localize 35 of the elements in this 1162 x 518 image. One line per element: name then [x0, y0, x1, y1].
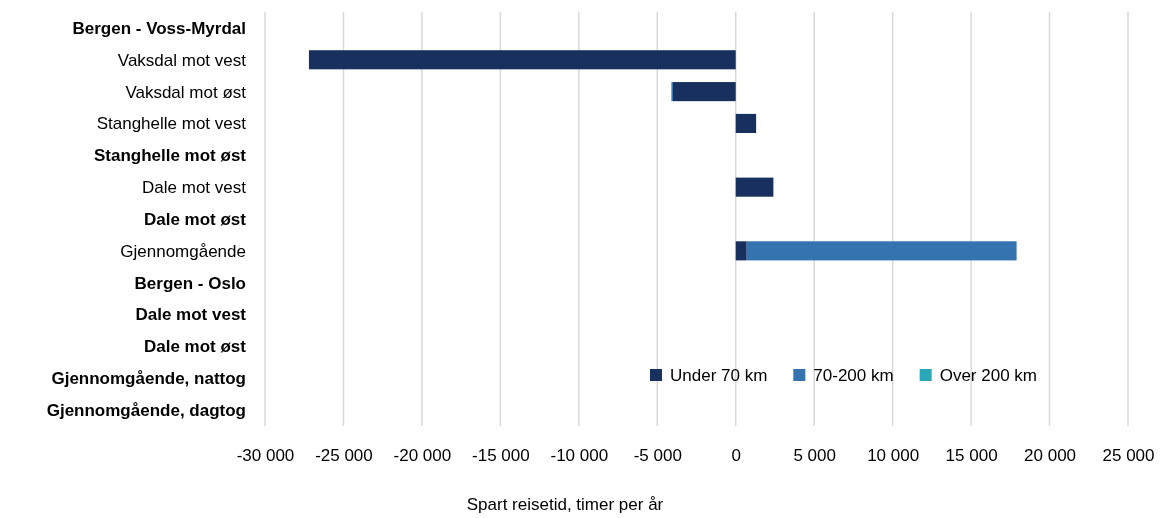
y-tick-label: Gjennomgående, nattog: [51, 369, 246, 389]
y-tick-label: Gjennomgående, dagtog: [46, 401, 246, 421]
x-tick-label: -30 000: [236, 446, 295, 466]
y-tick-label: Dale mot vest: [135, 305, 247, 325]
x-axis-title: Spart reisetid, timer per år: [466, 495, 664, 514]
legend-label: Under 70 km: [670, 365, 768, 385]
x-tick-label: 15 000: [945, 446, 998, 466]
x-tick-label: 10 000: [867, 446, 920, 466]
x-tick-label: 25 000: [1102, 446, 1155, 466]
bar: [672, 82, 736, 102]
legend-label: Over 200 km: [939, 365, 1037, 385]
x-tick-label: -25 000: [315, 446, 373, 466]
bar: [308, 50, 736, 70]
y-tick-label: Dale mot øst: [143, 209, 247, 229]
x-tick-label: 0: [731, 446, 741, 466]
y-tick-label: Dale mot vest: [142, 178, 247, 198]
y-tick-label: Vaksdal mot øst: [125, 82, 247, 102]
y-tick-label: Gjennomgående: [120, 241, 246, 261]
x-tick-label: -20 000: [393, 446, 452, 466]
x-tick-label: -10 000: [550, 446, 609, 466]
x-tick-label: 20 000: [1024, 446, 1077, 466]
x-tick-label: -5 000: [633, 446, 682, 466]
legend-label: 70-200 km: [813, 365, 894, 385]
bar: [735, 241, 747, 261]
y-tick-label: Bergen - Voss-Myrdal: [72, 18, 246, 38]
x-tick-label: -15 000: [472, 446, 530, 466]
y-tick-label: Dale mot øst: [143, 337, 247, 357]
bar: [746, 241, 1017, 261]
y-tick-label: Vaksdal mot vest: [117, 50, 247, 70]
x-tick-label: 5 000: [793, 446, 836, 466]
y-tick-label: Stanghelle mot vest: [96, 114, 247, 134]
bar: [735, 113, 757, 134]
y-tick-label: Bergen - Oslo: [134, 273, 246, 293]
bar: [735, 177, 774, 197]
y-tick-label: Stanghelle mot øst: [93, 146, 247, 166]
